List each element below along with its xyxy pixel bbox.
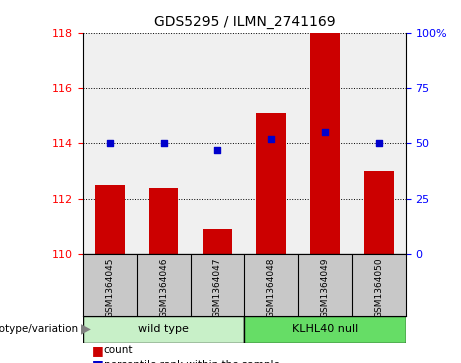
Point (267, 136, 275, 142)
Text: ■: ■ (92, 344, 104, 357)
Bar (149, 188, 178, 254)
Text: GSM1364045: GSM1364045 (106, 257, 114, 318)
Text: GSM1364049: GSM1364049 (320, 257, 330, 318)
Text: genotype/variation: genotype/variation (0, 325, 78, 334)
Text: GSM1364050: GSM1364050 (374, 257, 383, 318)
Point (214, 147, 221, 153)
Bar (364, 171, 394, 254)
Title: GDS5295 / ILMN_2741169: GDS5295 / ILMN_2741169 (154, 15, 335, 29)
Bar (244, 316, 406, 343)
Bar (256, 113, 286, 254)
Text: wild type: wild type (138, 325, 189, 334)
Text: GSM1364047: GSM1364047 (213, 257, 222, 318)
Point (160, 140, 167, 146)
Text: percentile rank within the sample: percentile rank within the sample (104, 360, 280, 363)
Text: KLHL40 null: KLHL40 null (292, 325, 358, 334)
Point (321, 129, 329, 135)
Text: GSM1364048: GSM1364048 (267, 257, 276, 318)
Bar (310, 33, 340, 254)
Point (375, 140, 383, 146)
Text: ■: ■ (92, 358, 104, 363)
Bar (83, 316, 244, 343)
Point (106, 140, 113, 146)
Bar (203, 229, 232, 254)
Text: count: count (104, 345, 133, 355)
Text: GSM1364046: GSM1364046 (159, 257, 168, 318)
Bar (95, 185, 124, 254)
Polygon shape (81, 324, 91, 335)
